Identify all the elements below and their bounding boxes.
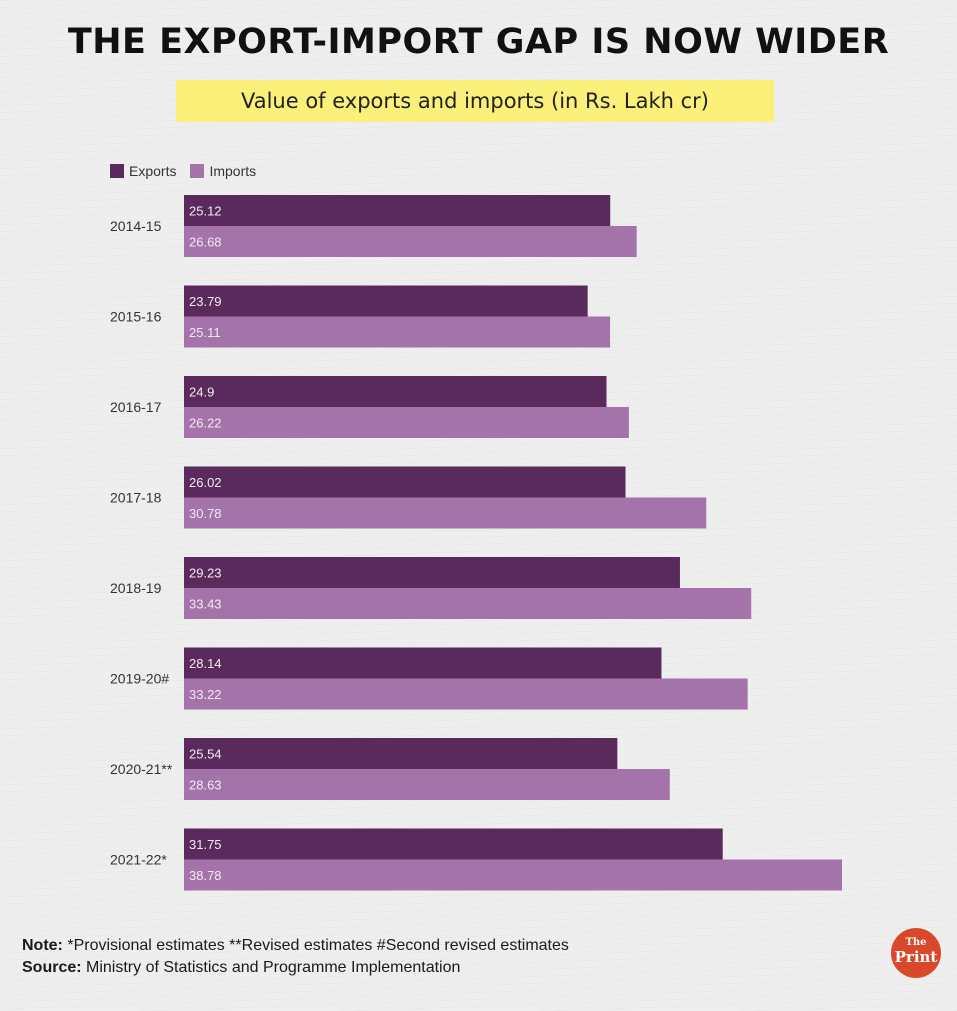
data-label-exports: 31.75 bbox=[189, 837, 222, 852]
category-label: 2019-20# bbox=[110, 671, 169, 687]
bar-exports bbox=[184, 195, 611, 226]
bar-imports bbox=[184, 678, 748, 710]
theprint-logo: The Print bbox=[891, 928, 941, 978]
category-label: 2020-21** bbox=[110, 761, 173, 777]
bar-imports bbox=[184, 859, 842, 891]
data-label-imports: 26.22 bbox=[189, 416, 222, 431]
bar-imports bbox=[184, 226, 637, 257]
category-label: 2017-18 bbox=[110, 490, 162, 506]
note-label: Note: bbox=[22, 937, 63, 954]
bar-imports bbox=[184, 769, 670, 800]
bar-exports bbox=[184, 285, 588, 317]
data-label-exports: 29.23 bbox=[189, 566, 222, 581]
data-label-exports: 23.79 bbox=[189, 294, 222, 309]
legend-label-imports: Imports bbox=[209, 163, 257, 179]
bar-imports bbox=[184, 407, 629, 438]
data-label-exports: 26.02 bbox=[189, 475, 222, 490]
chart-subtitle: Value of exports and imports (in Rs. Lak… bbox=[176, 80, 774, 122]
note-line: Note: *Provisional estimates **Revised e… bbox=[22, 935, 569, 957]
legend-swatch-imports bbox=[190, 164, 205, 178]
data-label-exports: 28.14 bbox=[189, 656, 222, 671]
data-label-imports: 30.78 bbox=[189, 506, 222, 521]
bar-exports bbox=[184, 466, 626, 498]
legend-item-exports: Exports bbox=[110, 163, 176, 179]
data-label-imports: 28.63 bbox=[189, 778, 222, 793]
bar-imports bbox=[184, 588, 752, 619]
category-label: 2014-15 bbox=[110, 218, 162, 234]
bar-exports bbox=[184, 647, 662, 679]
data-label-imports: 25.11 bbox=[189, 325, 221, 340]
data-label-imports: 38.78 bbox=[189, 868, 222, 883]
bar-exports bbox=[184, 557, 680, 588]
source-label: Source: bbox=[22, 959, 82, 976]
data-label-exports: 25.54 bbox=[189, 747, 222, 762]
legend-item-imports: Imports bbox=[190, 163, 256, 179]
data-label-imports: 33.22 bbox=[189, 687, 222, 702]
data-label-imports: 33.43 bbox=[189, 597, 222, 612]
data-label-exports: 25.12 bbox=[189, 204, 222, 219]
bar-exports bbox=[184, 376, 607, 407]
category-label: 2015-16 bbox=[110, 309, 162, 325]
bar-exports bbox=[184, 738, 618, 769]
category-label: 2018-19 bbox=[110, 580, 162, 596]
data-label-imports: 26.68 bbox=[189, 235, 222, 250]
source-text: Ministry of Statistics and Programme Imp… bbox=[81, 959, 461, 976]
logo-the: The bbox=[905, 937, 927, 948]
bar-imports bbox=[184, 316, 611, 348]
legend-swatch-exports bbox=[110, 164, 124, 178]
footer-notes: Note: *Provisional estimates **Revised e… bbox=[22, 935, 569, 979]
legend: Exports Imports bbox=[110, 163, 270, 179]
category-label: 2021-22* bbox=[110, 852, 167, 868]
bar-imports bbox=[184, 497, 707, 529]
legend-label-exports: Exports bbox=[129, 163, 177, 179]
chart-title: THE EXPORT-IMPORT GAP IS NOW WIDER bbox=[67, 22, 890, 62]
note-text: *Provisional estimates **Revised estimat… bbox=[62, 937, 569, 954]
category-label: 2016-17 bbox=[110, 399, 162, 415]
bar-exports bbox=[184, 828, 723, 860]
data-label-exports: 24.9 bbox=[189, 385, 214, 400]
logo-print: Print bbox=[894, 948, 938, 966]
source-line: Source: Ministry of Statistics and Progr… bbox=[22, 957, 569, 979]
